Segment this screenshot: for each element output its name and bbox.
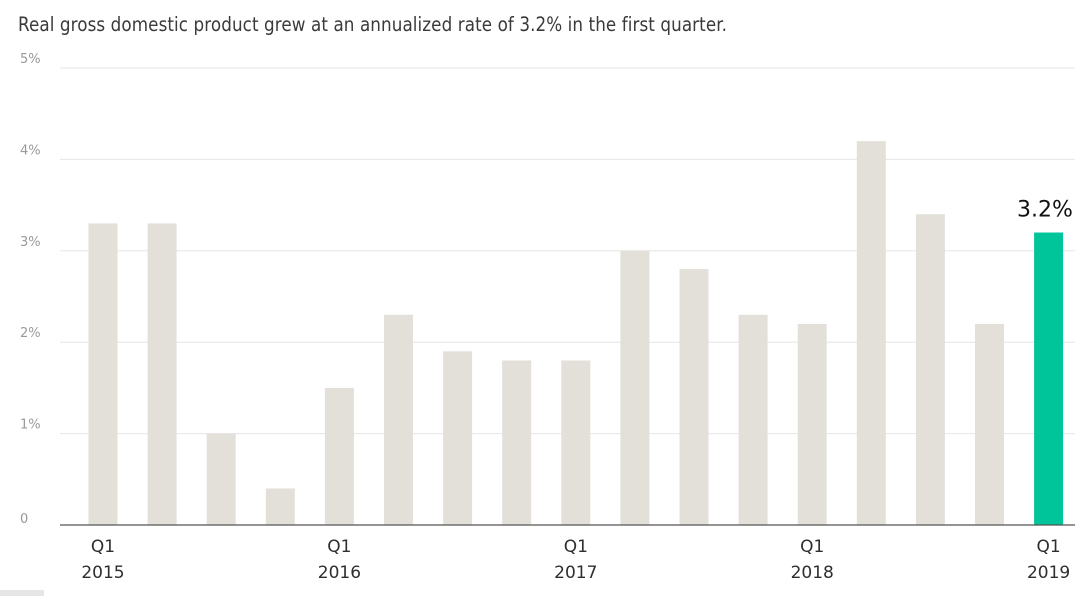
x-tick-label-year: 2016 xyxy=(318,563,361,583)
x-tick-label-year: 2019 xyxy=(1027,563,1070,583)
x-tick-label-quarter: Q1 xyxy=(327,537,351,557)
bar xyxy=(502,360,532,525)
corner-mark xyxy=(0,590,44,596)
chart-subtitle: Real gross domestic product grew at an a… xyxy=(18,13,728,36)
bar xyxy=(384,314,413,525)
x-tick-label-year: 2017 xyxy=(554,563,597,583)
bar xyxy=(147,223,177,525)
x-tick-label-quarter: Q1 xyxy=(91,537,115,557)
bar xyxy=(324,387,354,525)
y-tick-label: 5% xyxy=(20,52,41,67)
bar xyxy=(975,323,1004,525)
x-tick-label-quarter: Q1 xyxy=(1036,537,1060,557)
data-labels: 3.2% xyxy=(1017,198,1073,223)
x-tick-label-quarter: Q1 xyxy=(564,537,588,557)
x-axis-tick-labels: Q1 2015 Q1 2016 Q1 2017 Q1 2018 Q1 2019 xyxy=(81,537,1070,583)
bar xyxy=(265,488,295,525)
bar xyxy=(738,314,768,525)
bar xyxy=(88,223,118,525)
x-tick-label-year: 2018 xyxy=(791,563,834,583)
y-tick-label: 2% xyxy=(20,326,41,341)
bar xyxy=(620,250,650,526)
bar xyxy=(561,360,591,525)
bar xyxy=(915,214,945,526)
bar-highlight xyxy=(1034,232,1064,525)
y-tick-label: 1% xyxy=(20,418,41,433)
y-tick-label: 0 xyxy=(20,512,28,527)
data-label: 3.2% xyxy=(1017,198,1073,223)
y-tick-label: 4% xyxy=(20,143,41,158)
bar xyxy=(443,351,473,525)
bar xyxy=(679,269,709,525)
x-tick-label-year: 2015 xyxy=(81,563,124,583)
x-tick-label-quarter: Q1 xyxy=(800,537,824,557)
y-tick-label: 3% xyxy=(20,235,41,250)
y-axis-tick-labels: 0 1% 2% 3% 4% 5% xyxy=(20,52,41,527)
bar xyxy=(797,323,827,525)
bar xyxy=(856,141,886,525)
bar xyxy=(206,433,236,525)
bars xyxy=(88,141,1064,526)
